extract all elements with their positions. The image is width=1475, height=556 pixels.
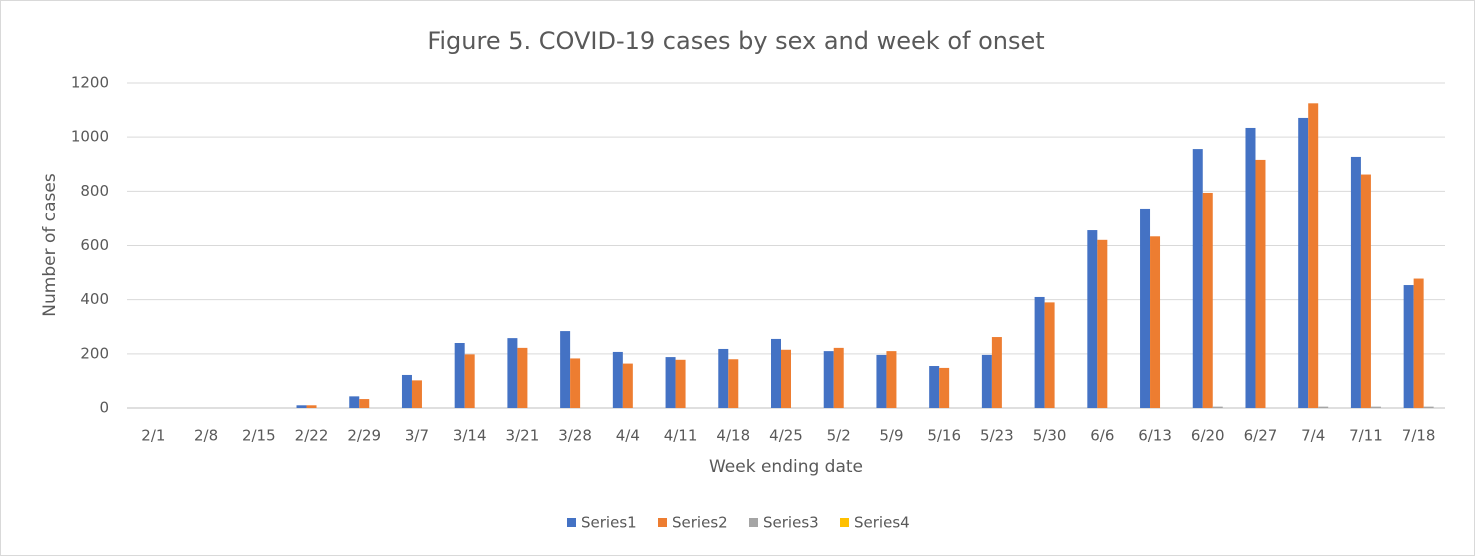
- x-tick-label: 3/28: [558, 427, 592, 445]
- bar: [454, 343, 465, 408]
- bar: [886, 351, 897, 408]
- x-tick-label: 4/18: [716, 427, 750, 445]
- x-tick-label: 6/13: [1138, 427, 1172, 445]
- x-tick-label: 3/21: [506, 427, 540, 445]
- bar: [1150, 236, 1161, 408]
- legend-label: Series1: [581, 514, 637, 532]
- y-tick-label: 800: [80, 182, 109, 200]
- bar: [1044, 302, 1055, 408]
- bar: [306, 405, 317, 408]
- y-tick-label: 1200: [71, 74, 109, 92]
- y-tick-label: 200: [80, 344, 109, 362]
- bar: [1245, 127, 1256, 408]
- chart-title: Figure 5. COVID-19 cases by sex and week…: [427, 27, 1044, 55]
- x-tick-label: 2/8: [194, 427, 218, 445]
- x-tick-label: 2/29: [347, 427, 381, 445]
- x-tick-label: 3/14: [453, 427, 487, 445]
- y-axis-label: Number of cases: [40, 173, 60, 317]
- x-tick-label: 4/25: [769, 427, 803, 445]
- bar: [876, 354, 887, 408]
- legend-label: Series2: [672, 514, 728, 532]
- x-tick-label: 5/23: [980, 427, 1014, 445]
- x-tick-label: 2/1: [141, 427, 165, 445]
- bar: [1423, 406, 1434, 408]
- bar: [612, 351, 623, 408]
- bar: [1034, 296, 1045, 408]
- legend-label: Series3: [763, 514, 819, 532]
- bar: [1308, 103, 1319, 408]
- bar: [1212, 406, 1223, 408]
- legend-swatch: [749, 518, 758, 527]
- y-tick-label: 1000: [71, 128, 109, 146]
- bar: [665, 357, 676, 408]
- x-tick-label: 6/27: [1244, 427, 1278, 445]
- x-tick-label: 2/22: [295, 427, 329, 445]
- bar: [1097, 239, 1108, 408]
- y-tick-label: 600: [80, 236, 109, 254]
- x-tick-label: 3/7: [405, 427, 429, 445]
- x-axis-label: Week ending date: [709, 457, 863, 477]
- bar: [1413, 278, 1424, 408]
- x-tick-label: 2/15: [242, 427, 276, 445]
- bar: [728, 359, 739, 408]
- bar: [823, 351, 834, 408]
- bar: [1298, 117, 1309, 408]
- bar: [1350, 156, 1361, 408]
- bar: [1140, 208, 1151, 408]
- x-tick-label: 4/11: [664, 427, 698, 445]
- x-tick-label: 6/6: [1090, 427, 1114, 445]
- bar: [1087, 230, 1098, 408]
- x-tick-label: 7/11: [1349, 427, 1383, 445]
- bar: [833, 347, 844, 408]
- legend-label: Series4: [854, 514, 910, 532]
- x-tick-label: 5/9: [879, 427, 903, 445]
- bar: [622, 363, 633, 408]
- x-tick-label: 5/16: [927, 427, 961, 445]
- bar: [1202, 192, 1213, 408]
- bar: [1360, 174, 1371, 408]
- x-tick-label: 7/4: [1301, 427, 1325, 445]
- bar: [991, 337, 1002, 408]
- x-tick-label: 5/2: [827, 427, 851, 445]
- bar: [781, 349, 791, 408]
- bar: [411, 380, 422, 408]
- bar: [1318, 406, 1329, 408]
- bar: [464, 354, 475, 408]
- bar: [1370, 406, 1381, 408]
- bar: [349, 396, 360, 408]
- bar: [570, 358, 581, 408]
- bar: [771, 338, 781, 408]
- x-tick-label: 6/20: [1191, 427, 1225, 445]
- bar: [718, 348, 729, 408]
- legend-swatch: [658, 518, 667, 527]
- y-tick-label: 0: [99, 399, 109, 417]
- bar: [1403, 285, 1414, 408]
- bar: [517, 347, 528, 408]
- bar: [560, 331, 571, 408]
- bar: [1255, 159, 1266, 408]
- x-tick-label: 7/18: [1402, 427, 1436, 445]
- legend-swatch: [840, 518, 849, 527]
- bar: [1192, 149, 1203, 409]
- x-tick-label: 5/30: [1033, 427, 1067, 445]
- bar: [939, 367, 950, 408]
- y-tick-label: 400: [80, 290, 109, 308]
- bar: [675, 359, 686, 408]
- bar: [929, 366, 940, 408]
- bar: [981, 354, 992, 408]
- x-tick-label: 4/4: [616, 427, 640, 445]
- bar: [401, 374, 412, 408]
- legend-swatch: [567, 518, 576, 527]
- bar: [507, 338, 518, 408]
- bar: [296, 405, 307, 408]
- bar: [359, 399, 370, 408]
